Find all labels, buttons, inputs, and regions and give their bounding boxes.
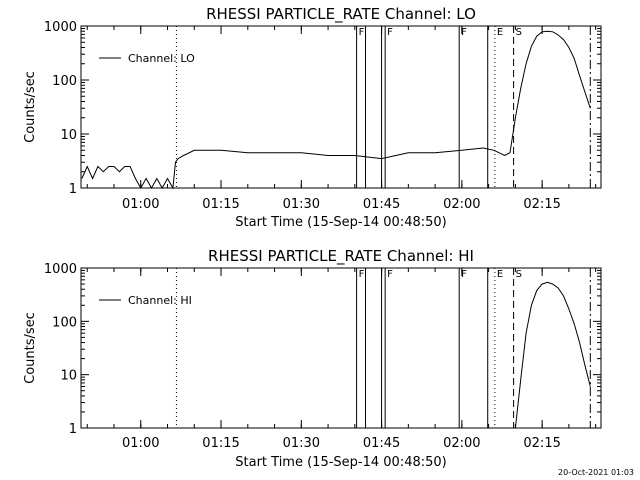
y-tick-label: 1000 — [44, 262, 77, 277]
x-tick-label: 02:15 — [523, 436, 560, 451]
y-tick-label: 100 — [52, 315, 77, 330]
marker-label: S — [516, 269, 522, 280]
marker-label: E — [497, 269, 503, 280]
y-tick-label: 100 — [52, 74, 77, 89]
y-axis-label: Counts/sec — [23, 71, 38, 143]
y-tick-label: 10 — [60, 128, 77, 143]
x-tick-label: 01:00 — [122, 197, 159, 212]
plot-frame — [80, 25, 602, 189]
x-tick-label: 01:30 — [283, 436, 320, 451]
marker-label: F — [359, 269, 365, 280]
footer-timestamp: 20-Oct-2021 01:03 — [558, 468, 634, 477]
legend-entry: Channel: HI — [128, 294, 192, 307]
y-tick-label: 1 — [69, 422, 77, 437]
marker-label: F — [359, 27, 365, 38]
x-tick-label: 01:45 — [363, 436, 400, 451]
legend-entry: Channel: LO — [128, 52, 195, 65]
panel-lo: RHESSI PARTICLE_RATE Channel: LO 1 10 100 10… — [23, 5, 602, 230]
x-tick-label: 01:15 — [202, 197, 239, 212]
y-tick-label: 1000 — [44, 20, 77, 35]
chart-title: RHESSI PARTICLE_RATE Channel: LO — [206, 5, 476, 24]
y-axis-label: Counts/sec — [23, 312, 38, 384]
x-tick-label: 02:00 — [443, 436, 480, 451]
x-tick-label: 01:30 — [283, 197, 320, 212]
y-tick-label: 10 — [60, 369, 77, 384]
chart-title: RHESSI PARTICLE_RATE Channel: HI — [208, 247, 474, 266]
series-line — [514, 281, 591, 429]
marker-label: S — [516, 27, 522, 38]
marker-label: E — [497, 27, 503, 38]
x-tick-label: 01:00 — [122, 436, 159, 451]
x-axis-label: Start Time (15-Sep-14 00:48:50) — [235, 455, 446, 470]
panel-hi: RHESSI PARTICLE_RATE Channel: HI 1 10 100 10… — [23, 247, 602, 470]
marker-label: F — [387, 27, 393, 38]
series-line — [81, 30, 591, 190]
plot-frame — [80, 267, 602, 429]
y-tick-label: 1 — [69, 182, 77, 197]
marker-label: F — [387, 269, 393, 280]
x-tick-label: 02:00 — [443, 197, 480, 212]
x-axis-label: Start Time (15-Sep-14 00:48:50) — [235, 215, 446, 230]
marker-label: F — [461, 269, 467, 280]
x-tick-label: 02:15 — [523, 197, 560, 212]
marker-label: F — [461, 27, 467, 38]
x-tick-label: 01:45 — [363, 197, 400, 212]
x-tick-label: 01:15 — [202, 436, 239, 451]
